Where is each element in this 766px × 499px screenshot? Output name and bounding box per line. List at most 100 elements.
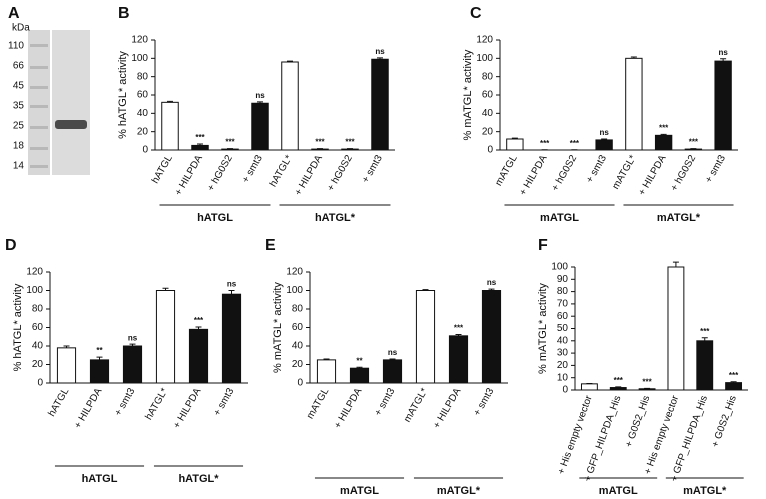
marker-label: 45 bbox=[13, 81, 25, 92]
y-tick-label: 20 bbox=[137, 126, 149, 137]
x-tick-label: + hG0S2 bbox=[325, 153, 355, 193]
significance: *** bbox=[689, 138, 699, 147]
error-bar bbox=[455, 333, 462, 336]
bar bbox=[625, 57, 643, 151]
marker-label: 66 bbox=[13, 61, 25, 72]
x-tick-label: + HILPDA bbox=[171, 386, 203, 431]
y-tick-label: 40 bbox=[292, 341, 304, 352]
marker-label: 110 bbox=[8, 41, 24, 52]
y-tick-label: 0 bbox=[562, 385, 568, 396]
y-tick-label: 40 bbox=[482, 108, 494, 119]
x-tick-label: + HILPDA bbox=[72, 386, 104, 431]
significance: ns bbox=[487, 278, 497, 287]
x-tick-label: mATGL bbox=[493, 153, 520, 188]
bar bbox=[221, 293, 242, 384]
y-tick-label: 0 bbox=[37, 378, 43, 389]
significance: *** bbox=[614, 376, 624, 385]
gel-lane bbox=[28, 30, 50, 175]
bar bbox=[684, 148, 703, 151]
significance: ns bbox=[599, 128, 609, 137]
error-bar bbox=[615, 386, 622, 388]
significance: ns bbox=[388, 348, 398, 357]
x-tick-label: hATGL* bbox=[143, 386, 170, 422]
bar bbox=[696, 340, 714, 391]
panel-letter: E bbox=[265, 237, 276, 254]
y-tick-label: 100 bbox=[551, 262, 568, 273]
x-tick-label: + hG0S2 bbox=[205, 153, 235, 193]
bar bbox=[221, 148, 239, 151]
significance: *** bbox=[454, 324, 464, 333]
gel-lane bbox=[52, 30, 90, 175]
x-tick-label: + smt3 bbox=[703, 153, 728, 185]
bar bbox=[161, 101, 179, 151]
y-tick-label: 40 bbox=[137, 108, 149, 119]
bar bbox=[506, 138, 524, 151]
y-tick-label: 100 bbox=[131, 53, 148, 64]
marker-label: 14 bbox=[13, 161, 25, 172]
x-tick-label: + smt3 bbox=[360, 153, 385, 185]
panel-letter: D bbox=[5, 237, 17, 254]
bar bbox=[714, 60, 732, 151]
gel-band bbox=[55, 120, 87, 129]
bar bbox=[191, 144, 209, 151]
gel-band bbox=[30, 44, 48, 47]
group-label: hATGL bbox=[82, 473, 118, 485]
axis-unit: kDa bbox=[12, 23, 30, 34]
x-tick-label: + smt3 bbox=[584, 153, 609, 185]
bar bbox=[609, 387, 627, 391]
bar bbox=[371, 58, 389, 151]
bar bbox=[382, 359, 403, 384]
marker-label: 25 bbox=[13, 121, 25, 132]
error-bar bbox=[730, 381, 737, 383]
y-tick-label: 70 bbox=[557, 299, 569, 310]
x-tick-label: + HILPDA bbox=[332, 386, 364, 431]
bar bbox=[251, 102, 269, 151]
y-axis-label: % hATGL* activity bbox=[12, 283, 24, 371]
gel-band bbox=[30, 66, 48, 69]
y-tick-label: 100 bbox=[26, 285, 43, 296]
significance: *** bbox=[642, 378, 652, 387]
error-bar bbox=[356, 366, 363, 369]
error-bar bbox=[228, 290, 235, 295]
significance: ns bbox=[375, 47, 385, 56]
error-bar bbox=[601, 138, 608, 140]
group-label: mATGL* bbox=[683, 485, 727, 497]
y-tick-label: 80 bbox=[32, 304, 44, 315]
y-tick-label: 40 bbox=[32, 341, 44, 352]
gel-band bbox=[30, 105, 48, 108]
x-tick-label: + smt3 bbox=[240, 153, 265, 185]
x-tick-label: mATGL* bbox=[402, 386, 430, 424]
error-bar bbox=[488, 288, 495, 291]
error-bar bbox=[389, 358, 396, 360]
bar bbox=[667, 266, 685, 391]
x-tick-label: + G0S2_His bbox=[710, 394, 739, 449]
y-tick-label: 60 bbox=[137, 90, 149, 101]
y-tick-label: 60 bbox=[32, 322, 44, 333]
gel-band bbox=[30, 165, 48, 168]
x-tick-label: + smt3 bbox=[113, 386, 138, 418]
error-bar bbox=[422, 289, 429, 291]
error-bar bbox=[630, 56, 637, 59]
bar bbox=[415, 290, 436, 384]
y-tick-label: 120 bbox=[131, 35, 148, 46]
y-axis-label: % hATGL* activity bbox=[117, 51, 129, 139]
y-tick-label: 120 bbox=[286, 267, 303, 278]
panel-letter: A bbox=[8, 5, 20, 22]
y-tick-label: 20 bbox=[482, 126, 494, 137]
error-bar bbox=[167, 100, 173, 103]
group-label: mATGL* bbox=[657, 212, 701, 224]
group-label: mATGL* bbox=[437, 485, 481, 497]
y-tick-label: 60 bbox=[557, 311, 569, 322]
error-bar bbox=[287, 60, 293, 62]
significance: ns bbox=[227, 280, 237, 289]
y-tick-label: 80 bbox=[137, 71, 149, 82]
bar bbox=[448, 335, 469, 384]
x-tick-label: hATGL bbox=[150, 153, 175, 186]
error-bar bbox=[720, 58, 727, 62]
y-tick-label: 50 bbox=[557, 323, 569, 334]
significance: *** bbox=[700, 327, 710, 336]
error-bar bbox=[660, 133, 667, 136]
significance: ** bbox=[356, 356, 363, 365]
y-tick-label: 80 bbox=[482, 71, 494, 82]
bar bbox=[89, 359, 110, 384]
